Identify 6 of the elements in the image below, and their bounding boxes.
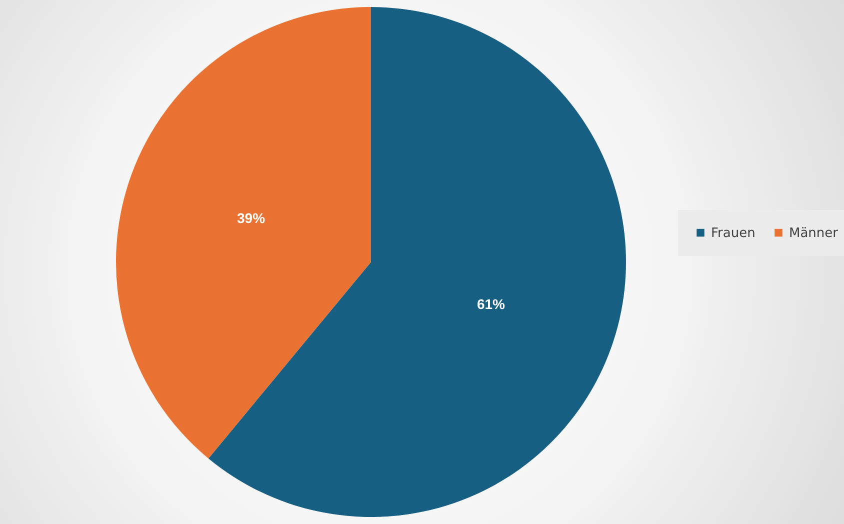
- pie-slice: [116, 7, 371, 458]
- legend-label: Männer: [789, 226, 839, 241]
- data-label: 61%: [476, 296, 506, 312]
- pie-slice: [208, 7, 626, 517]
- data-label: 39%: [237, 210, 266, 226]
- legend-label: Frauen: [711, 226, 756, 241]
